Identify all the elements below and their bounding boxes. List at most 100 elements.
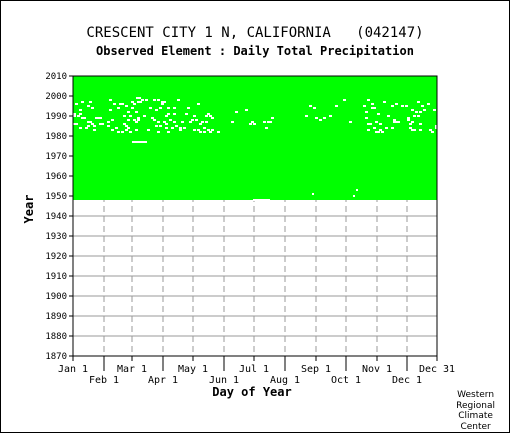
missing-day-mark	[89, 121, 92, 123]
missing-day-mark	[363, 105, 366, 107]
x-tick-label: Oct 1	[331, 375, 361, 386]
missing-day-mark	[367, 123, 370, 125]
missing-day-mark	[111, 129, 114, 131]
missing-day-mark	[147, 129, 150, 131]
missing-day-mark	[169, 119, 172, 121]
missing-day-mark	[109, 99, 112, 101]
missing-day-mark	[419, 129, 422, 131]
missing-day-mark	[315, 117, 318, 119]
missing-day-mark	[75, 123, 78, 125]
missing-day-mark	[157, 99, 160, 101]
missing-day-mark	[137, 101, 140, 103]
missing-day-mark	[111, 119, 114, 121]
missing-day-mark	[163, 101, 166, 103]
y-tick-label: 1990	[45, 112, 67, 122]
credit-block: Western Regional Climate Center	[456, 390, 495, 432]
x-tick-label: Dec 1	[392, 375, 422, 386]
missing-day-mark	[417, 115, 420, 117]
missing-day-mark	[423, 109, 426, 111]
x-tick-label: May 1	[178, 364, 208, 375]
missing-day-mark	[305, 115, 308, 117]
missing-day-mark	[391, 105, 394, 107]
missing-day-mark	[131, 107, 134, 109]
missing-day-mark	[197, 129, 200, 131]
missing-day-mark	[335, 105, 338, 107]
y-tick-label: 1910	[45, 272, 67, 282]
missing-day-mark	[133, 103, 136, 105]
missing-day-gap	[136, 97, 141, 99]
missing-day-mark	[185, 113, 188, 115]
missing-day-mark	[117, 107, 120, 109]
missing-day-mark	[107, 125, 110, 127]
missing-day-mark	[183, 127, 186, 129]
missing-day-mark	[81, 117, 84, 119]
missing-day-mark	[381, 131, 384, 133]
missing-day-mark	[167, 107, 170, 109]
missing-day-mark	[271, 117, 274, 119]
missing-day-mark	[161, 101, 164, 103]
missing-day-mark	[123, 123, 126, 125]
missing-day-mark	[411, 109, 414, 111]
x-tick-label: Jul 1	[239, 364, 269, 375]
missing-day-mark	[365, 117, 368, 119]
missing-day-mark	[137, 117, 140, 119]
missing-day-mark	[197, 103, 200, 105]
missing-day-mark	[135, 121, 138, 123]
missing-day-mark	[407, 117, 410, 119]
missing-day-mark	[319, 119, 322, 121]
missing-day-mark	[199, 131, 202, 133]
missing-day-mark	[75, 103, 78, 105]
missing-day-mark	[153, 119, 156, 121]
missing-day-mark	[393, 119, 396, 121]
missing-day-mark	[195, 119, 198, 121]
missing-day-mark	[419, 123, 422, 125]
missing-day-mark	[201, 121, 204, 123]
missing-day-mark	[415, 111, 418, 113]
missing-day-mark	[267, 121, 270, 123]
missing-day-mark	[159, 125, 162, 127]
missing-day-mark	[117, 131, 120, 133]
missing-day-gap	[132, 141, 147, 143]
missing-day-mark	[429, 129, 432, 131]
axis-layer: 1870 1880 1890 1900 1910 1920 1930 1940 1950 1960…	[45, 72, 455, 386]
missing-day-mark	[135, 129, 138, 131]
missing-day-mark	[125, 129, 128, 131]
missing-day-mark	[209, 115, 212, 117]
missing-day-mark	[137, 119, 140, 121]
y-tick-label: 1930	[45, 232, 67, 242]
missing-day-mark	[395, 103, 398, 105]
missing-day-mark	[127, 111, 130, 113]
missing-day-mark	[119, 103, 122, 105]
missing-day-mark	[179, 129, 182, 131]
missing-day-mark	[211, 117, 214, 119]
y-tick-label: 1940	[45, 212, 67, 222]
missing-day-mark	[155, 109, 158, 111]
missing-day-mark	[367, 99, 370, 101]
missing-day-mark	[365, 111, 368, 113]
missing-day-mark	[405, 105, 408, 107]
missing-day-mark	[81, 101, 84, 103]
missing-day-mark	[383, 101, 386, 103]
missing-day-mark	[139, 101, 142, 103]
missing-day-mark	[395, 121, 398, 123]
x-tick-label: Apr 1	[148, 375, 178, 386]
missing-day-mark	[145, 99, 148, 101]
missing-day-mark	[263, 121, 266, 123]
credit-line: Regional	[456, 400, 495, 411]
x-tick-label: Jun 1	[209, 375, 239, 386]
missing-day-mark	[83, 117, 86, 119]
missing-day-mark	[87, 125, 90, 127]
missing-day-mark	[427, 103, 430, 105]
missing-day-mark	[375, 131, 378, 133]
missing-day-mark	[121, 131, 124, 133]
missing-day-mark	[193, 115, 196, 117]
missing-day-mark	[217, 131, 220, 133]
x-tick-label: Mar 1	[117, 364, 147, 375]
missing-day-mark	[245, 109, 248, 111]
x-tick-label: Jan 1	[58, 364, 88, 375]
missing-day-mark	[377, 113, 380, 115]
missing-day-mark	[413, 115, 416, 117]
missing-day-gap	[253, 199, 270, 201]
